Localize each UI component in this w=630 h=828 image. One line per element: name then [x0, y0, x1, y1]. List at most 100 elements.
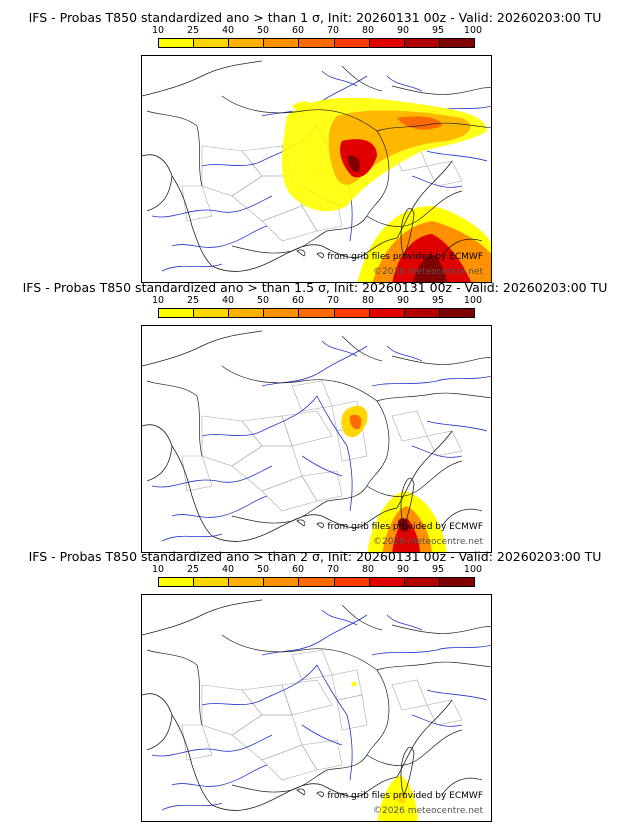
coastline — [396, 430, 453, 509]
country-border — [376, 392, 491, 402]
colorbar-tick: 10 — [151, 564, 165, 575]
colorbar-tick: 60 — [291, 25, 305, 36]
colorbar-tick: 80 — [361, 295, 375, 306]
coastline — [321, 507, 398, 529]
colorbar — [158, 308, 475, 318]
probability-map[interactable]: from grib files provided by ECMWF ©2026 … — [141, 594, 492, 822]
credit-text: from grib files provided by ECMWF — [327, 252, 483, 262]
colorbar-tick: 100 — [463, 295, 483, 306]
river-line — [411, 714, 463, 727]
river-line — [171, 495, 268, 518]
coastline — [211, 514, 323, 542]
panel-title: IFS - Probas T850 standardized ano > tha… — [22, 280, 608, 295]
credit-text: from grib files provided by ECMWF — [327, 791, 483, 801]
colorbar-tick: 50 — [256, 295, 270, 306]
region-border — [426, 699, 463, 726]
coastline — [142, 330, 263, 367]
region-border — [201, 145, 263, 197]
region-border — [336, 694, 368, 731]
colorbar-swatch — [194, 39, 230, 47]
coastline — [211, 783, 323, 811]
colorbar-swatch — [439, 578, 474, 586]
country-border — [146, 649, 203, 726]
coastline — [400, 746, 415, 797]
country-border — [341, 604, 383, 631]
colorbar-tick: 80 — [361, 564, 375, 575]
country-border — [221, 634, 390, 756]
country-border — [326, 215, 368, 232]
colorbar-tick: 10 — [151, 295, 165, 306]
colorbar-swatch — [159, 309, 195, 317]
panel-1: IFS - Probas T850 standardized ano > tha… — [0, 10, 630, 283]
coastline — [441, 508, 483, 527]
country-border — [231, 500, 328, 524]
river-line — [426, 150, 488, 162]
region-border — [231, 714, 303, 761]
coastline — [211, 244, 323, 272]
colorbar — [158, 38, 475, 48]
country-border — [231, 230, 328, 254]
colorbar-swatch — [299, 39, 335, 47]
river-line — [316, 664, 353, 781]
base-map — [151, 609, 491, 811]
country-border — [146, 110, 203, 187]
region-border — [231, 445, 303, 492]
colorbar-tick: 25 — [186, 564, 200, 575]
river-line — [161, 263, 223, 272]
colorbar-labels: 10 25 40 50 60 70 80 90 95 100 — [140, 564, 483, 576]
colorbar-tick: 100 — [463, 564, 483, 575]
coastline — [296, 249, 306, 257]
colorbar-swatch — [194, 309, 230, 317]
river-line — [171, 764, 268, 787]
colorbar-tick: 80 — [361, 25, 375, 36]
colorbar-swatch — [404, 39, 440, 47]
country-border — [366, 729, 463, 766]
coastline — [142, 693, 173, 751]
colorbar-swatch — [264, 578, 300, 586]
overlay-map — [142, 60, 491, 272]
coastline — [142, 424, 173, 482]
region-border — [281, 410, 333, 447]
river-line — [426, 689, 488, 701]
colorbar-tick: 50 — [256, 564, 270, 575]
river-line — [371, 644, 491, 656]
river-line — [386, 75, 423, 92]
coastline — [171, 714, 213, 806]
probability-map[interactable]: from grib files provided by ECMWF ©2026 … — [141, 325, 492, 553]
coastline — [396, 160, 453, 239]
coastline — [400, 477, 415, 528]
river-line — [151, 734, 273, 757]
region-border — [201, 415, 263, 467]
probability-map[interactable]: from grib files provided by ECMWF ©2026 … — [141, 55, 492, 283]
river-line — [321, 70, 358, 87]
region-border — [426, 430, 463, 457]
colorbar-labels: 10 25 40 50 60 70 80 90 95 100 — [140, 295, 483, 307]
overlay-map — [142, 599, 491, 811]
watermark: ©2026 meteocentre.net — [372, 537, 483, 547]
colorbar-swatch — [159, 39, 195, 47]
coastline — [316, 252, 325, 259]
colorbar-swatch — [404, 578, 440, 586]
region-border — [281, 679, 333, 716]
panel-2: IFS - Probas T850 standardized ano > tha… — [0, 280, 630, 553]
probability-field — [351, 681, 418, 821]
probability-field — [282, 97, 491, 282]
colorbar-swatch — [369, 578, 405, 586]
colorbar-tick: 90 — [396, 25, 410, 36]
river-line — [301, 455, 343, 477]
colorbar-tick: 90 — [396, 295, 410, 306]
colorbar-swatch — [334, 39, 370, 47]
river-line — [161, 533, 223, 542]
colorbar-tick: 95 — [431, 295, 445, 306]
map-svg — [142, 60, 491, 282]
colorbar-tick: 90 — [396, 564, 410, 575]
watermark: ©2026 meteocentre.net — [372, 806, 483, 816]
overlay-map — [142, 330, 491, 542]
colorbar-swatch — [264, 39, 300, 47]
country-border — [391, 355, 491, 365]
colorbar-swatch — [229, 39, 265, 47]
region-border — [181, 455, 213, 492]
colorbar-swatch — [369, 39, 405, 47]
coastline — [171, 445, 213, 537]
colorbar-labels: 10 25 40 50 60 70 80 90 95 100 — [140, 25, 482, 37]
